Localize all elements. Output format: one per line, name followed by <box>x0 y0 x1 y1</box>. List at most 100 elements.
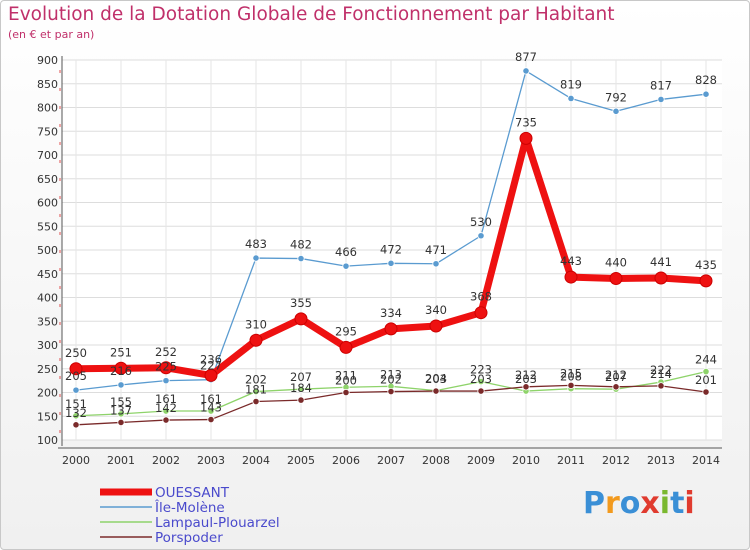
data-label: 295 <box>335 324 357 338</box>
data-label: 483 <box>245 237 267 251</box>
data-label: 201 <box>695 373 717 387</box>
y-tick-label: 200 <box>37 387 58 400</box>
data-point <box>297 254 305 263</box>
data-point <box>159 361 173 375</box>
y-tick-label: 250 <box>37 363 58 376</box>
y-tick-label: 400 <box>37 292 58 305</box>
data-point <box>387 387 395 396</box>
data-label: 208 <box>560 370 582 384</box>
data-point <box>252 387 260 396</box>
y-tick-label: 850 <box>37 78 58 91</box>
data-point <box>567 381 575 389</box>
data-label: 216 <box>110 364 132 378</box>
legend: OUESSANTÎle-MolèneLampaul-PlouarzelPorsp… <box>100 485 280 546</box>
data-point <box>114 361 128 375</box>
data-point <box>69 362 83 376</box>
data-point <box>72 421 80 429</box>
data-point <box>297 396 305 404</box>
x-tick-label: 2014 <box>692 454 720 467</box>
x-tick-label: 2006 <box>332 454 360 467</box>
x-tick-label: 2013 <box>647 454 675 467</box>
data-point <box>477 232 485 240</box>
data-point <box>702 90 710 98</box>
x-tick-label: 2010 <box>512 454 540 467</box>
data-label: 435 <box>695 258 717 272</box>
data-point <box>249 333 263 347</box>
x-tick-label: 2012 <box>602 454 630 467</box>
chart-subtitle: (en € et par an) <box>8 28 95 41</box>
data-label: 735 <box>515 115 537 129</box>
data-point <box>294 312 308 326</box>
data-point <box>297 385 305 393</box>
data-label: 244 <box>695 353 717 367</box>
legend-label: OUESSANT <box>155 485 230 501</box>
y-tick-label: 100 <box>37 434 58 447</box>
y-tick-label: 150 <box>37 410 58 423</box>
data-label: 252 <box>155 345 177 359</box>
data-point <box>162 416 170 424</box>
data-label: 202 <box>380 373 402 387</box>
data-label: 471 <box>425 243 447 257</box>
data-label: 340 <box>425 303 447 317</box>
data-label: 310 <box>245 317 267 331</box>
data-label: 877 <box>515 50 537 64</box>
data-point <box>117 381 125 389</box>
data-label: 225 <box>155 360 177 374</box>
data-label: 213 <box>380 367 402 381</box>
y-tick-label: 500 <box>37 244 58 257</box>
data-point <box>564 270 578 284</box>
data-point <box>657 382 665 390</box>
logo-letter: i <box>659 486 671 521</box>
data-label: 161 <box>200 392 222 406</box>
data-point <box>384 322 398 336</box>
axes: 100 150 200 250 300 350 400 450 500 550 600 650 700 7… <box>37 54 722 467</box>
logo-letter: x <box>640 486 660 521</box>
data-point <box>699 274 713 288</box>
y-tick-label: 800 <box>37 102 58 115</box>
logo-letter: r <box>605 486 620 521</box>
data-label: 828 <box>695 73 717 87</box>
data-point <box>72 386 80 394</box>
data-point <box>702 367 710 376</box>
data-point <box>162 377 170 385</box>
data-label: 211 <box>335 368 357 382</box>
data-label: 819 <box>560 77 582 91</box>
data-point <box>72 412 80 420</box>
data-label: 203 <box>470 372 492 386</box>
data-label: 212 <box>605 368 627 382</box>
data-label: 223 <box>470 363 492 377</box>
data-point <box>522 383 530 391</box>
data-point <box>474 306 488 320</box>
data-point <box>252 397 260 406</box>
data-label: 482 <box>290 238 312 252</box>
data-label: 368 <box>470 290 492 304</box>
data-label: 203 <box>425 372 447 386</box>
data-label: 215 <box>560 366 582 380</box>
data-label: 200 <box>335 374 357 388</box>
data-label: 472 <box>380 242 402 256</box>
data-label: 181 <box>245 383 267 397</box>
chart-title: Evolution de la Dotation Globale de Fonc… <box>8 4 615 25</box>
data-label: 203 <box>515 372 537 386</box>
data-point <box>252 254 260 262</box>
series-group: 250 251 252 236 310 355 295 334 340 368 735 443 440 4… <box>65 50 717 429</box>
data-point <box>477 377 485 386</box>
data-label: 205 <box>65 369 87 383</box>
data-label: 251 <box>110 345 132 359</box>
data-label: 207 <box>605 370 627 384</box>
x-tick-label: 2002 <box>152 454 180 467</box>
data-label: 184 <box>290 381 312 395</box>
logo-letter: t <box>670 486 685 521</box>
data-point <box>522 67 530 75</box>
data-point <box>654 271 668 285</box>
y-tick-label: 550 <box>37 220 58 233</box>
data-label: 334 <box>380 306 402 320</box>
proxiti-logo: Proxiti <box>583 486 695 521</box>
grid <box>62 59 722 441</box>
data-point <box>702 388 710 396</box>
data-label: 440 <box>605 256 627 270</box>
data-point <box>477 387 485 395</box>
data-point <box>342 262 350 270</box>
data-label: 530 <box>470 215 492 229</box>
x-tick-label: 2003 <box>197 454 225 467</box>
